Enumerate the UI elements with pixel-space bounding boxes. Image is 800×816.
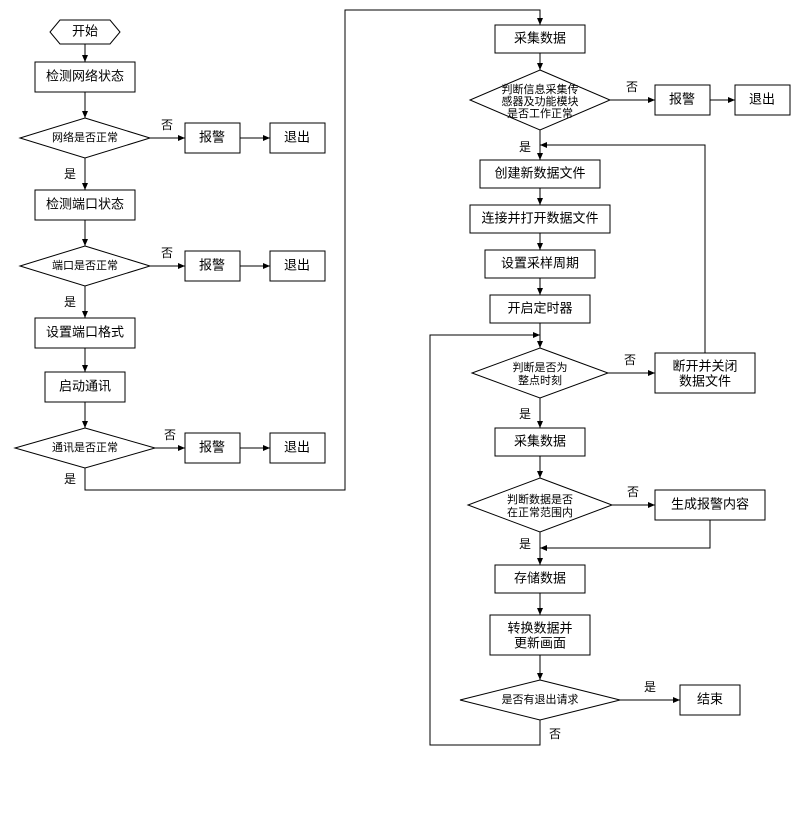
yes-label-2: 是 [64,295,76,309]
alarm-label-2: 报警 [199,257,225,272]
no-label-4: 否 [626,80,638,94]
convert-l1: 转换数据并 [507,620,572,635]
flowchart: 开始 检测网络状态 网络是否正常 否 报警 退出 是 检测端口状态 端口是否正常… [0,0,800,816]
yes-label-7: 是 [644,680,656,694]
sensor-ok-l2: 感器及功能模块 [502,94,579,108]
no-label-7: 否 [549,727,561,741]
convert-l2b: 更新画面 [514,635,566,650]
open-file-label: 连接并打开数据文件 [481,210,598,225]
gen-alarm-label: 生成报警内容 [671,496,749,511]
end-label: 结束 [697,691,723,706]
comm-ok-label: 通讯是否正常 [52,441,118,454]
detect-port-label: 检测端口状态 [46,196,124,211]
no-label-6: 否 [627,485,639,499]
start-timer-label: 开启定时器 [507,300,572,315]
integer-l2: 整点时刻 [518,373,562,387]
no-label-5: 否 [624,353,636,367]
no-label-2: 否 [161,246,173,260]
alarm-label-1: 报警 [199,129,225,144]
integer-l1: 判断是否为 [513,360,568,374]
yes-label-1: 是 [64,167,76,181]
inrange-l2: 在正常范围内 [507,505,573,519]
exit-req-label: 是否有退出请求 [502,692,579,706]
set-port-label: 设置端口格式 [46,324,124,339]
no-label-3: 否 [164,428,176,442]
start-comm-label: 启动通讯 [59,378,111,393]
set-period-label: 设置采样周期 [501,255,579,270]
close-file-l2: 数据文件 [679,373,731,388]
exit-label-3: 退出 [284,439,310,454]
inrange-l1: 判断数据是否 [507,492,573,506]
yes-label-6: 是 [519,537,531,551]
collect-data2-label: 采集数据 [514,433,566,448]
alarm-label-4: 报警 [669,91,695,106]
exit-label-1: 退出 [284,129,310,144]
no-label-1: 否 [161,118,173,132]
yes-label-4: 是 [519,140,531,154]
exit-label-2: 退出 [284,257,310,272]
sensor-ok-l3: 是否工作正常 [507,107,573,120]
yes-label-5: 是 [519,407,531,421]
alarm-label-3: 报警 [199,439,225,454]
start-label: 开始 [72,23,98,38]
detect-net-label: 检测网络状态 [46,68,124,83]
collect-data-label: 采集数据 [514,30,566,45]
port-ok-label: 端口是否正常 [52,259,118,272]
exit-label-4: 退出 [749,91,775,106]
create-file-label: 创建新数据文件 [494,165,585,180]
store-data-label: 存储数据 [514,570,566,585]
net-ok-label: 网络是否正常 [52,130,118,144]
sensor-ok-l1: 判断信息采集传 [502,82,579,96]
yes-label-3: 是 [64,472,76,486]
close-file-l1: 断开并关闭 [672,358,737,373]
